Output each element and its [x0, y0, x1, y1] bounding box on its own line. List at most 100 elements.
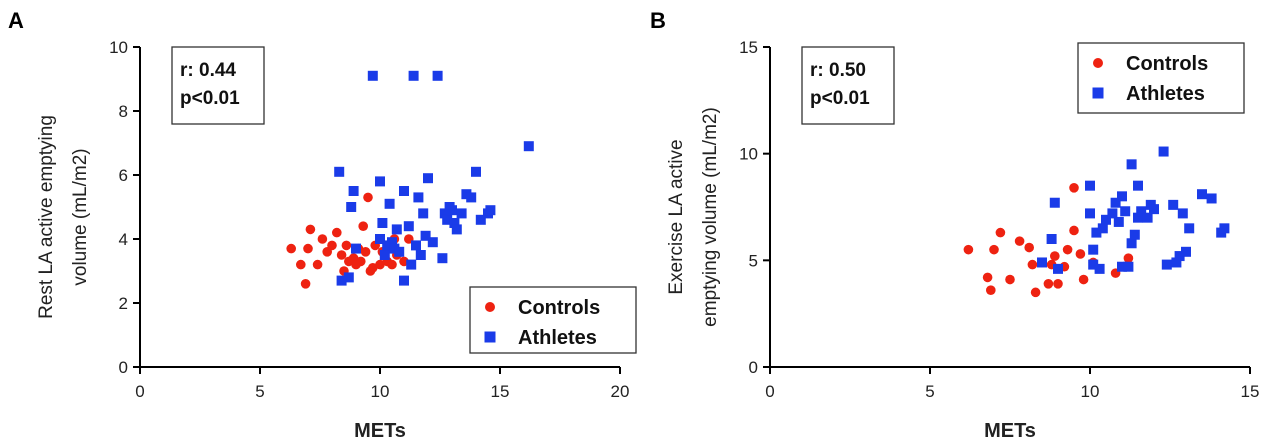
data-point-athletes [523, 141, 534, 152]
data-point-athletes [418, 208, 429, 219]
data-point-athletes [1107, 208, 1118, 219]
data-point-controls [1014, 236, 1025, 246]
legend-marker-controls [485, 302, 495, 312]
data-point-controls [1069, 225, 1079, 236]
data-point-athletes [437, 253, 448, 264]
data-point-athletes [1206, 193, 1217, 204]
data-point-athletes [1133, 212, 1143, 223]
data-point-athletes [1046, 234, 1057, 244]
data-point-controls [995, 227, 1006, 238]
data-point-athletes [1197, 189, 1207, 200]
data-point-controls [375, 259, 385, 270]
data-point-athletes [1097, 223, 1108, 234]
data-point-athletes [442, 214, 453, 225]
p-value-label: p<0.01 [180, 88, 240, 109]
legend-label-controls: Controls [1126, 53, 1208, 75]
data-point-athletes [1149, 204, 1159, 215]
data-point-athletes [399, 186, 409, 196]
x-tick-label: 15 [1241, 382, 1260, 401]
legend-marker-athletes [1092, 87, 1104, 99]
y-tick-label: 0 [749, 358, 758, 377]
data-point-athletes [1168, 199, 1179, 210]
data-point-controls [1027, 259, 1038, 270]
data-point-athletes [427, 237, 438, 248]
legend-box [1077, 42, 1245, 114]
data-point-controls [358, 221, 369, 231]
data-point-athletes [1049, 197, 1060, 208]
data-point-athletes [411, 240, 421, 251]
data-point-controls [336, 250, 347, 260]
data-point-controls [327, 240, 337, 251]
x-tick-label: 10 [371, 382, 390, 401]
data-point-athletes [1219, 223, 1230, 234]
data-point-athletes [432, 70, 443, 81]
data-point-controls [1005, 274, 1015, 285]
data-point-athletes [1126, 238, 1137, 249]
data-point-controls [341, 240, 352, 251]
data-point-athletes [456, 208, 467, 219]
data-point-athletes [1184, 223, 1195, 234]
data-point-controls [1053, 279, 1063, 289]
data-point-controls [1123, 253, 1134, 263]
data-point-controls [989, 244, 999, 255]
panel-label: B [650, 8, 666, 33]
data-point-athletes [413, 192, 424, 203]
data-point-athletes [1177, 208, 1188, 219]
data-point-controls [1030, 287, 1041, 298]
panel-label: A [8, 8, 24, 33]
data-point-athletes [1181, 246, 1191, 257]
stats-box [801, 46, 895, 125]
data-point-athletes [1158, 146, 1169, 157]
data-point-controls [332, 227, 342, 238]
legend-label-controls: Controls [518, 297, 600, 319]
data-point-athletes [1094, 263, 1105, 274]
data-point-athletes [475, 214, 486, 225]
legend-marker-controls [1093, 58, 1103, 68]
p-value-label: p<0.01 [810, 88, 870, 109]
legend-label-athletes: Athletes [1126, 83, 1205, 105]
data-point-athletes [1101, 214, 1111, 225]
data-point-athletes [375, 234, 385, 244]
correlation-r-label: r: 0.44 [180, 60, 236, 81]
data-point-controls [982, 272, 993, 283]
data-point-athletes [415, 250, 426, 260]
data-point-athletes [444, 202, 455, 212]
data-point-athletes [420, 230, 431, 241]
data-point-controls [317, 234, 328, 244]
stats-box [171, 46, 265, 125]
data-point-controls [986, 285, 996, 296]
data-point-athletes [1088, 259, 1099, 270]
data-point-controls [1043, 279, 1054, 289]
y-tick-label: 15 [739, 38, 758, 57]
data-point-athletes [1117, 191, 1127, 202]
data-point-controls [1069, 183, 1079, 193]
x-axis-title: METs [354, 420, 406, 442]
data-point-athletes [1117, 261, 1127, 272]
y-axis-title-line: emptying volume (mL/m2) [700, 107, 721, 327]
data-point-athletes [391, 224, 402, 235]
y-tick-label: 10 [739, 145, 758, 164]
data-point-athletes [1123, 261, 1134, 272]
x-tick-label: 15 [491, 382, 510, 401]
data-point-athletes [1126, 159, 1137, 170]
x-axis-title: METs [984, 420, 1036, 442]
y-axis-title-line: Rest LA active emptying [36, 115, 57, 319]
y-axis-title-line: volume (mL/m2) [70, 148, 91, 285]
data-point-athletes [1053, 263, 1063, 274]
data-point-athletes [348, 186, 359, 196]
data-point-athletes [367, 70, 378, 81]
data-point-athletes [406, 259, 417, 270]
data-point-controls [1078, 274, 1089, 285]
data-point-athletes [375, 176, 385, 187]
data-point-athletes [1129, 229, 1140, 240]
data-point-athletes [1174, 251, 1185, 262]
data-point-athletes [394, 246, 405, 257]
data-point-athletes [1133, 180, 1143, 191]
data-point-controls [363, 192, 373, 203]
data-point-athletes [423, 173, 433, 184]
legend-marker-athletes [484, 331, 496, 343]
data-point-athletes [466, 192, 477, 203]
y-tick-label: 0 [119, 358, 128, 377]
data-point-controls [387, 259, 397, 270]
